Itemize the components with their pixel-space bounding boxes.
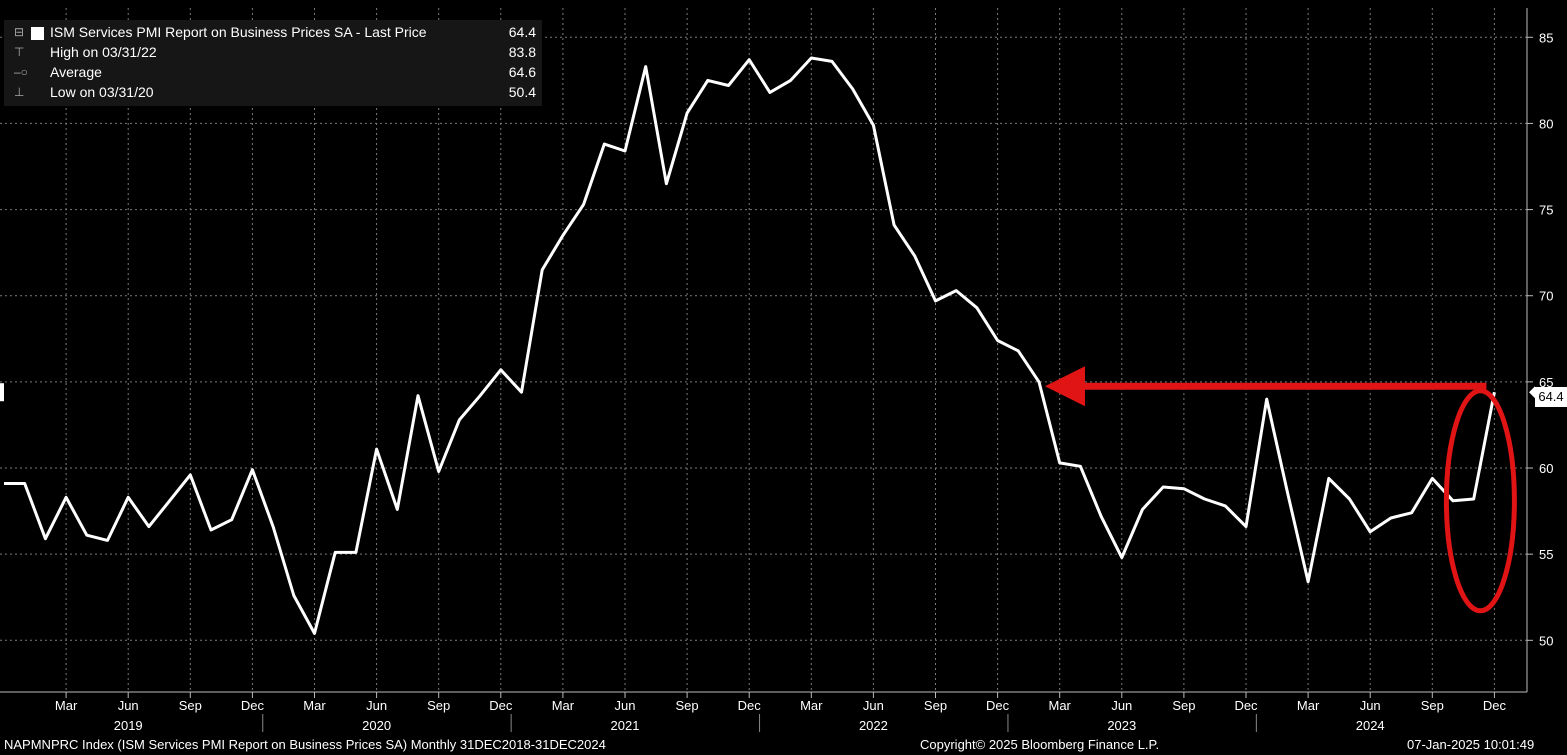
- x-tick-label: Dec: [738, 698, 762, 713]
- x-tick-label: Dec: [1483, 698, 1507, 713]
- legend-row-average: –○ Average 64.6: [4, 63, 542, 83]
- x-tick-label: Jun: [1360, 698, 1381, 713]
- grid-lines: [0, 8, 1527, 692]
- y-tick-label: 60: [1539, 461, 1553, 476]
- legend-last-value: 64.4: [508, 24, 536, 40]
- left-axis-marker: [0, 383, 4, 402]
- year-label: 2021: [611, 718, 640, 733]
- x-tick-label: Dec: [1234, 698, 1258, 713]
- x-tick-label: Mar: [552, 698, 575, 713]
- x-axis-ticks: Mar Jun Sep Dec Mar Jun Sep Dec Mar Jun Sep Dec Mar J…: [55, 692, 1507, 733]
- x-tick-label: Mar: [1297, 698, 1320, 713]
- year-label: 2020: [362, 718, 391, 733]
- y-tick-label: 65: [1539, 375, 1553, 390]
- legend-average-value: 64.6: [508, 64, 536, 80]
- annotation-arrow-head: [1045, 366, 1085, 407]
- x-tick-label: Mar: [55, 698, 78, 713]
- annotation-ellipse: [1443, 388, 1517, 614]
- average-marker-icon: –○: [14, 65, 28, 79]
- series-layer: [0, 56, 1535, 635]
- x-tick-label: Sep: [1421, 698, 1444, 713]
- legend-box: ⊟ ISM Services PMI Report on Business Pr…: [4, 20, 542, 106]
- collapse-icon[interactable]: ⊟: [14, 25, 25, 39]
- x-tick-label: Sep: [179, 698, 202, 713]
- x-tick-label: Mar: [800, 698, 823, 713]
- year-label: 2023: [1107, 718, 1136, 733]
- x-tick-label: Dec: [241, 698, 265, 713]
- high-marker-icon: ⊤: [14, 45, 25, 59]
- y-tick-label: 80: [1539, 116, 1553, 131]
- legend-average-label: Average: [50, 64, 102, 80]
- legend-row-low: ⊥ Low on 03/31/20 50.4: [4, 83, 542, 103]
- legend-row-title: ⊟ ISM Services PMI Report on Business Pr…: [4, 23, 542, 43]
- year-label: 2019: [114, 718, 143, 733]
- y-tick-label: 70: [1539, 289, 1553, 304]
- footer-description: NAPMNPRC Index (ISM Services PMI Report …: [4, 737, 606, 752]
- legend-row-high: ⊤ High on 03/31/22 83.8: [4, 43, 542, 63]
- y-axis-ticks: 50 55 60 65 70 75 80 85: [1527, 30, 1553, 648]
- legend-high-label: High on 03/31/22: [50, 44, 157, 60]
- x-tick-label: Jun: [366, 698, 387, 713]
- x-tick-label: Mar: [303, 698, 326, 713]
- x-tick-label: Sep: [676, 698, 699, 713]
- y-tick-label: 50: [1539, 633, 1553, 648]
- year-label: 2022: [859, 718, 888, 733]
- x-tick-label: Dec: [986, 698, 1010, 713]
- legend-low-value: 50.4: [508, 84, 536, 100]
- axes: [0, 8, 1528, 693]
- x-tick-label: Jun: [1111, 698, 1132, 713]
- low-marker-icon: ⊥: [14, 85, 25, 99]
- x-tick-label: Dec: [489, 698, 513, 713]
- y-tick-label: 55: [1539, 547, 1553, 562]
- y-tick-label: 85: [1539, 30, 1553, 45]
- x-tick-label: Mar: [1049, 698, 1072, 713]
- x-tick-label: Jun: [118, 698, 139, 713]
- y-tick-label: 75: [1539, 203, 1553, 218]
- last-price-pointer: [1529, 386, 1535, 399]
- legend-title: ISM Services PMI Report on Business Pric…: [50, 24, 427, 40]
- x-tick-label: Sep: [427, 698, 450, 713]
- last-price-tag: 64.4: [1535, 387, 1567, 407]
- legend-low-label: Low on 03/31/20: [50, 84, 154, 100]
- footer-timestamp: 07-Jan-2025 10:01:49: [1407, 737, 1535, 752]
- x-tick-label: Jun: [863, 698, 884, 713]
- footer-copyright: Copyright© 2025 Bloomberg Finance L.P.: [920, 737, 1160, 752]
- x-tick-label: Sep: [1172, 698, 1195, 713]
- x-tick-label: Sep: [924, 698, 947, 713]
- series-swatch: [31, 27, 44, 40]
- series-line: [4, 56, 1496, 635]
- annotation-layer: [1045, 366, 1517, 614]
- year-label: 2024: [1356, 718, 1385, 733]
- legend-high-value: 83.8: [508, 44, 536, 60]
- x-tick-label: Jun: [615, 698, 636, 713]
